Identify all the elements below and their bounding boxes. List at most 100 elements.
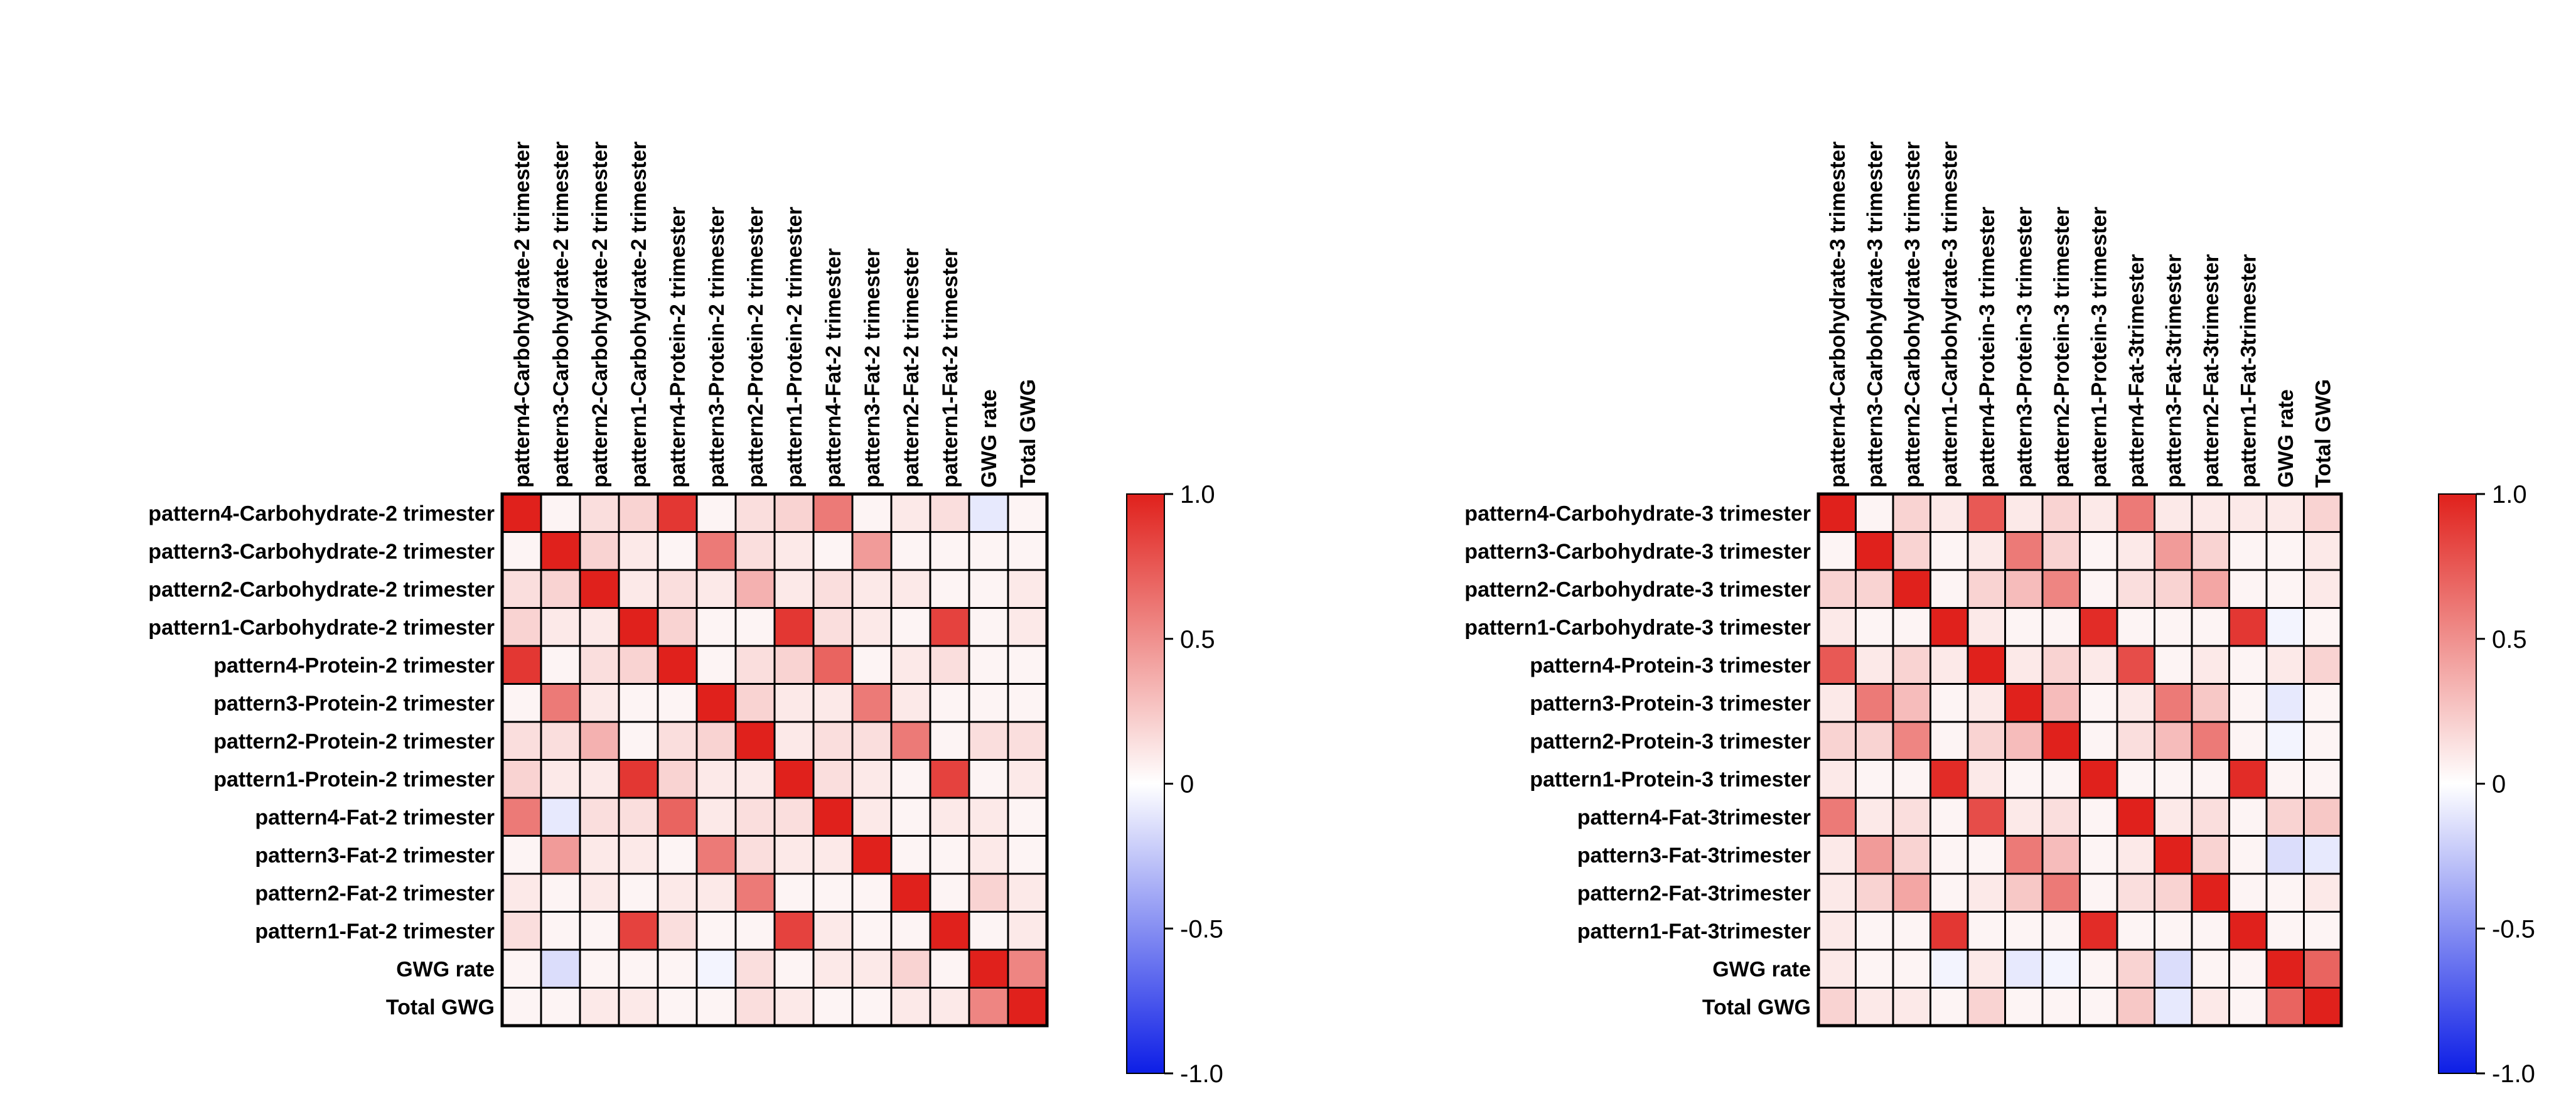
heatmap-cell [1855, 721, 1894, 761]
heatmap-cell [1967, 569, 2006, 609]
row-label: pattern2-Carbohydrate-3 trimester [1464, 577, 1811, 601]
heatmap-cell [501, 569, 542, 609]
heatmap-cell [734, 987, 776, 1027]
heatmap-cell [929, 645, 970, 685]
heatmap-cell [2116, 911, 2155, 951]
heatmap-cell [2079, 987, 2118, 1027]
heatmap-cell [540, 645, 581, 685]
heatmap-cell [851, 721, 893, 761]
heatmap-cell [2041, 797, 2081, 837]
heatmap-cell [579, 531, 620, 571]
heatmap-cell [968, 797, 1009, 837]
heatmap-cell [2079, 759, 2118, 799]
heatmap-cell [2154, 873, 2193, 913]
heatmap-cell [968, 911, 1009, 951]
column-label: pattern4-Protein-2 trimester [666, 207, 690, 488]
heatmap-cell [734, 569, 776, 609]
heatmap-cell [2154, 948, 2193, 989]
heatmap-cell [618, 493, 659, 533]
heatmap-cell [2154, 797, 2193, 837]
heatmap-cell [890, 645, 931, 685]
heatmap-cell [618, 797, 659, 837]
heatmap-cell [2079, 721, 2118, 761]
colorbar [1126, 493, 1165, 1074]
heatmap-cell [734, 911, 776, 951]
heatmap-cell [773, 607, 815, 647]
heatmap-cell [929, 987, 970, 1027]
heatmap-cell [501, 531, 542, 571]
row-label: pattern1-Fat-2 trimester [255, 920, 495, 943]
heatmap-cell [2154, 911, 2193, 951]
heatmap-cell [2228, 873, 2268, 913]
heatmap-cell [2079, 948, 2118, 989]
column-label: Total GWG [1016, 379, 1040, 488]
heatmap-cell [1892, 797, 1931, 837]
column-label: pattern2-Carbohydrate-3 trimester [1901, 141, 1924, 488]
column-label: pattern1-Fat-2 trimester [938, 248, 962, 488]
heatmap-cell [1855, 607, 1894, 647]
heatmap-cell [1855, 987, 1894, 1027]
heatmap-cell [618, 759, 659, 799]
heatmap-cell [2116, 569, 2155, 609]
heatmap-cell [695, 493, 737, 533]
heatmap-cell [1967, 683, 2006, 723]
heatmap-cell [734, 759, 776, 799]
column-label: pattern1-Protein-2 trimester [783, 207, 807, 488]
heatmap-cell [2004, 948, 2044, 989]
heatmap-cell [929, 493, 970, 533]
heatmap-cell [1929, 797, 1969, 837]
heatmap-cell [2154, 493, 2193, 533]
heatmap-cell [2265, 721, 2305, 761]
heatmap-cell [2004, 835, 2044, 875]
heatmap-cell [1007, 987, 1048, 1027]
heatmap-cell [695, 873, 737, 913]
heatmap-cell [1817, 607, 1857, 647]
heatmap-cell [734, 721, 776, 761]
heatmap-cell [2116, 797, 2155, 837]
heatmap-cell [968, 569, 1009, 609]
heatmap-cell [812, 531, 854, 571]
heatmap-cell [657, 531, 698, 571]
heatmap-cell [851, 948, 893, 989]
heatmap-cell [2191, 721, 2230, 761]
row-label: pattern3-Carbohydrate-3 trimester [1464, 540, 1811, 564]
heatmap-cell [1892, 645, 1931, 685]
heatmap-cell [579, 683, 620, 723]
heatmap-cell [2228, 493, 2268, 533]
heatmap-cell [1892, 948, 1931, 989]
heatmap-cell [1007, 569, 1048, 609]
heatmap-cell [1892, 911, 1931, 951]
heatmap-cell [579, 721, 620, 761]
column-label: pattern3-Carbohydrate-2 trimester [549, 141, 573, 488]
heatmap-cell [2303, 797, 2343, 837]
heatmap-cell [540, 797, 581, 837]
heatmap-cell [1855, 911, 1894, 951]
heatmap-frame [500, 492, 1049, 1028]
heatmap-cell [2041, 873, 2081, 913]
heatmap-cell [540, 911, 581, 951]
heatmap-cell [2116, 721, 2155, 761]
heatmap-cell [2116, 759, 2155, 799]
heatmap-cell [2303, 721, 2343, 761]
heatmap-cell [2265, 607, 2305, 647]
heatmap-cell [501, 493, 542, 533]
heatmap-cell [1007, 835, 1048, 875]
heatmap-cell [2303, 569, 2343, 609]
heatmap-cell [695, 531, 737, 571]
heatmap-cell [890, 873, 931, 913]
column-label: pattern4-Fat-2 trimester [822, 248, 845, 488]
column-label: pattern2-Protein-2 trimester [744, 207, 768, 488]
heatmap-cell [2041, 948, 2081, 989]
heatmap-cell [2228, 948, 2268, 989]
heatmap-cell [851, 683, 893, 723]
heatmap-cell [2041, 569, 2081, 609]
heatmap-cell [540, 873, 581, 913]
heatmap-cell [1967, 835, 2006, 875]
heatmap-cell [1929, 873, 1969, 913]
heatmap-cell [2191, 531, 2230, 571]
row-label: pattern2-Protein-2 trimester [213, 729, 495, 753]
heatmap-cell [773, 873, 815, 913]
row-label: Total GWG [1702, 996, 1811, 1019]
heatmap-cell [890, 987, 931, 1027]
heatmap-cell [2265, 911, 2305, 951]
